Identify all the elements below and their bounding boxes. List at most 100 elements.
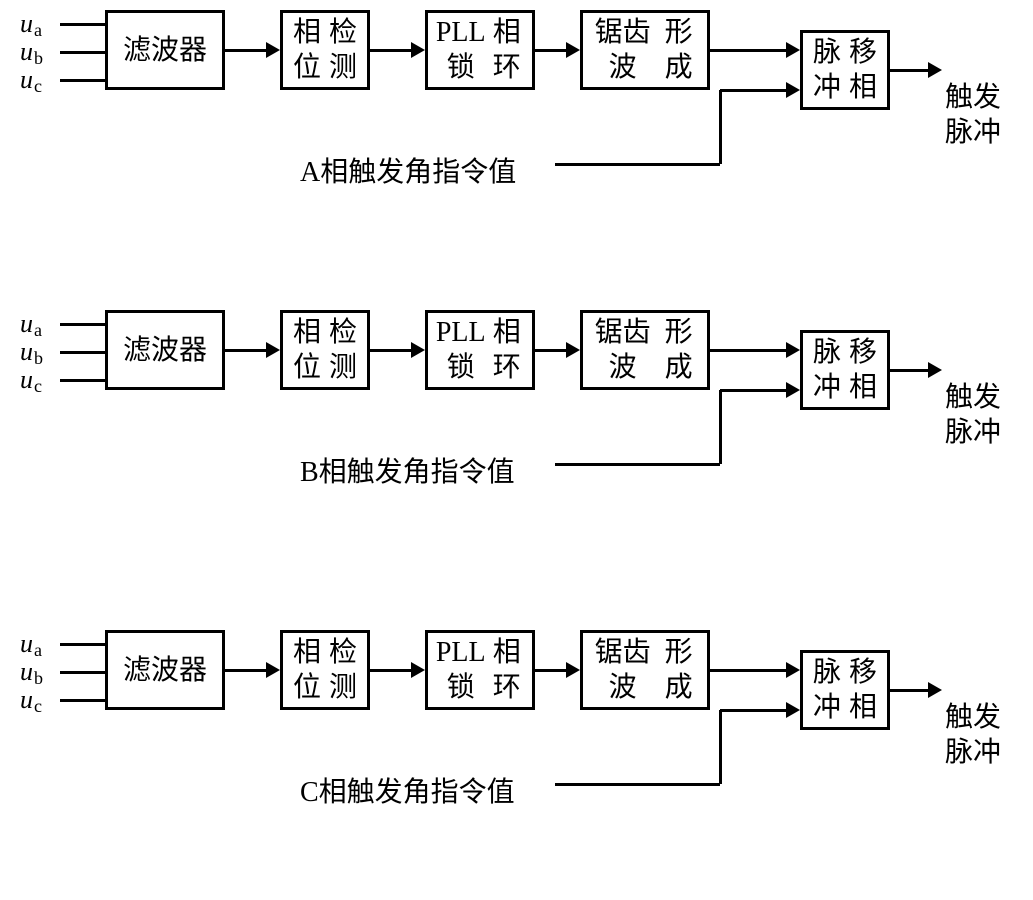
box-text-line: 移相 [845, 335, 881, 405]
wire-horizontal [535, 49, 566, 52]
wire-horizontal [720, 709, 786, 712]
channel-1: uaubuc滤波器相位检测PLL锁相环锯齿波形成脉冲移相B相触发角指令值触发脉冲 [0, 300, 1033, 520]
box-text-line: 形成 [656, 635, 701, 705]
box-text-line: 形成 [656, 315, 701, 385]
arrowhead-right [786, 42, 800, 58]
wire-horizontal [890, 69, 928, 72]
wire-horizontal [60, 323, 105, 326]
wire-horizontal [60, 79, 105, 82]
wire-horizontal [60, 51, 105, 54]
filter-box: 滤波器 [105, 10, 225, 90]
wire-horizontal [225, 669, 266, 672]
input-var: u [20, 364, 33, 395]
box-text-line: 相环 [487, 635, 526, 705]
box-text-line: PLL锁 [434, 315, 487, 385]
wire-horizontal [720, 389, 786, 392]
wire-horizontal [710, 49, 786, 52]
wire-horizontal [890, 369, 928, 372]
wire-vertical [719, 90, 722, 164]
filter-box: 滤波器 [105, 310, 225, 390]
arrowhead-right [928, 362, 942, 378]
pulse-box: 脉冲移相 [800, 330, 890, 410]
pll-box: PLL锁相环 [425, 630, 535, 710]
box-text-line: 检测 [325, 15, 361, 85]
input-var: u [20, 628, 33, 659]
arrowhead-right [786, 382, 800, 398]
output-label: 触发脉冲 [945, 80, 1001, 150]
sawtooth-box: 锯齿波形成 [580, 310, 710, 390]
wire-horizontal [710, 669, 786, 672]
arrowhead-right [411, 662, 425, 678]
box-text-line: 移相 [845, 35, 881, 105]
wire-vertical [719, 710, 722, 784]
cmd-label: C相触发角指令值 [300, 770, 515, 810]
wire-horizontal [60, 699, 105, 702]
phase-box: 相位检测 [280, 10, 370, 90]
input-var: u [20, 656, 33, 687]
pulse-box: 脉冲移相 [800, 650, 890, 730]
wire-horizontal [720, 89, 786, 92]
wire-horizontal [370, 349, 411, 352]
wire-horizontal [710, 349, 786, 352]
arrowhead-right [266, 662, 280, 678]
wire-horizontal [60, 23, 105, 26]
input-labels: uaubuc [20, 308, 43, 392]
input-sub: a [34, 640, 42, 662]
input-labels: uaubuc [20, 8, 43, 92]
box-text-line: 相环 [487, 15, 526, 85]
output-text-line: 脉冲 [945, 117, 1001, 148]
input-var: u [20, 64, 33, 95]
box-text-line: PLL锁 [434, 635, 487, 705]
wire-vertical [719, 390, 722, 464]
wire-horizontal [225, 49, 266, 52]
wire-horizontal [225, 349, 266, 352]
box-text-line: 锯齿波 [589, 315, 656, 385]
sawtooth-box: 锯齿波形成 [580, 630, 710, 710]
box-text-line: 移相 [845, 655, 881, 725]
input-var: u [20, 336, 33, 367]
box-text-line: 滤波器 [123, 653, 207, 688]
output-label: 触发脉冲 [945, 380, 1001, 450]
arrowhead-right [566, 42, 580, 58]
input-sub: c [34, 376, 42, 398]
arrowhead-right [928, 682, 942, 698]
output-text-line: 触发 [945, 82, 1001, 113]
wire-horizontal [535, 669, 566, 672]
input-sub: a [34, 20, 42, 42]
wire-horizontal [890, 689, 928, 692]
box-text-line: PLL锁 [434, 15, 487, 85]
input-var: u [20, 684, 33, 715]
arrowhead-right [266, 42, 280, 58]
arrowhead-right [411, 342, 425, 358]
box-text-line: 脉冲 [809, 655, 845, 725]
wire-horizontal [370, 669, 411, 672]
wire-horizontal [370, 49, 411, 52]
pll-box: PLL锁相环 [425, 310, 535, 390]
arrowhead-right [266, 342, 280, 358]
input-sub: a [34, 320, 42, 342]
wire-horizontal [555, 463, 720, 466]
box-text-line: 相位 [289, 635, 325, 705]
box-text-line: 相环 [487, 315, 526, 385]
filter-box: 滤波器 [105, 630, 225, 710]
output-text-line: 触发 [945, 382, 1001, 413]
input-label-ua: ua [20, 308, 43, 336]
wire-horizontal [60, 671, 105, 674]
channel-2: uaubuc滤波器相位检测PLL锁相环锯齿波形成脉冲移相C相触发角指令值触发脉冲 [0, 620, 1033, 840]
arrowhead-right [786, 662, 800, 678]
output-text-line: 脉冲 [945, 737, 1001, 768]
input-sub: b [34, 348, 43, 370]
box-text-line: 相位 [289, 15, 325, 85]
pll-box: PLL锁相环 [425, 10, 535, 90]
wire-horizontal [535, 349, 566, 352]
arrowhead-right [786, 702, 800, 718]
box-text-line: 锯齿波 [589, 15, 656, 85]
box-text-line: 脉冲 [809, 35, 845, 105]
input-var: u [20, 8, 33, 39]
channel-0: uaubuc滤波器相位检测PLL锁相环锯齿波形成脉冲移相A相触发角指令值触发脉冲 [0, 0, 1033, 220]
input-sub: c [34, 696, 42, 718]
input-label-ua: ua [20, 628, 43, 656]
box-text-line: 相位 [289, 315, 325, 385]
wire-horizontal [555, 783, 720, 786]
input-sub: b [34, 48, 43, 70]
